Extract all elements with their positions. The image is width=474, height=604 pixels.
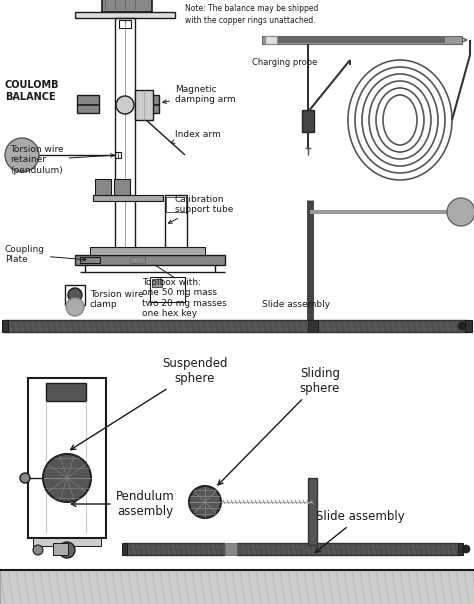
Circle shape [59,542,75,558]
Bar [302,110,314,132]
Bar [5,320,467,332]
Bar [275,37,445,43]
Bar [308,478,317,545]
Bar [465,320,472,332]
Text: Toolbox with:
one 50 mg mass
two 20 mg masses
one hex key: Toolbox with: one 50 mg mass two 20 mg m… [142,278,227,318]
Bar [265,36,277,44]
Circle shape [5,138,39,172]
Bar [115,152,121,158]
Bar [152,279,162,287]
Text: Slide assembly: Slide assembly [262,300,330,309]
Bar [225,541,237,557]
Bar [166,197,186,212]
Bar [102,0,152,12]
Bar [80,257,100,263]
Circle shape [20,473,30,483]
Circle shape [33,545,43,555]
Text: Torsion wire
clamp: Torsion wire clamp [90,290,144,309]
Text: Magnetic
damping arm: Magnetic damping arm [163,85,236,104]
Bar [90,247,205,255]
Text: Charging probe: Charging probe [252,58,318,67]
Bar [53,543,68,555]
Bar [77,95,99,113]
Bar [114,179,130,195]
Circle shape [462,545,470,553]
Bar [75,12,175,18]
Bar [125,543,460,555]
Circle shape [447,198,474,226]
Bar [225,543,237,555]
Text: Pendulum
assembly: Pendulum assembly [71,490,174,518]
Bar [308,320,318,332]
Bar [75,255,225,265]
Circle shape [458,322,466,330]
Bar [93,195,163,201]
Bar [135,90,153,120]
Bar [458,543,463,555]
Circle shape [68,288,82,302]
Bar [2,320,8,332]
Text: Coupling
Plate: Coupling Plate [5,245,86,265]
Text: Index arm: Index arm [171,130,221,143]
Bar [115,18,135,255]
Text: Torsion wire
retainer
(pendulum): Torsion wire retainer (pendulum) [10,145,114,175]
Bar [0,570,474,604]
Circle shape [116,96,134,114]
Text: Calibration
support tube: Calibration support tube [168,195,233,223]
Text: COULOMB
BALANCE: COULOMB BALANCE [5,80,60,103]
Text: Note: The balance may be shipped
with the copper rings unattached.: Note: The balance may be shipped with th… [185,4,319,25]
Bar [65,285,85,305]
Bar [28,378,106,538]
Bar [33,538,101,546]
Bar [262,36,462,44]
Circle shape [66,298,84,316]
Text: Suspended
sphere: Suspended sphere [71,357,228,450]
Bar [150,277,185,302]
Bar [165,195,187,250]
Bar [119,20,131,28]
Bar [46,383,86,401]
Circle shape [43,454,91,502]
Circle shape [189,486,221,518]
Bar [122,543,127,555]
Bar [95,179,111,195]
Text: Slide assembly: Slide assembly [315,510,404,552]
Text: Sliding
sphere: Sliding sphere [218,367,340,485]
Bar [137,95,159,113]
